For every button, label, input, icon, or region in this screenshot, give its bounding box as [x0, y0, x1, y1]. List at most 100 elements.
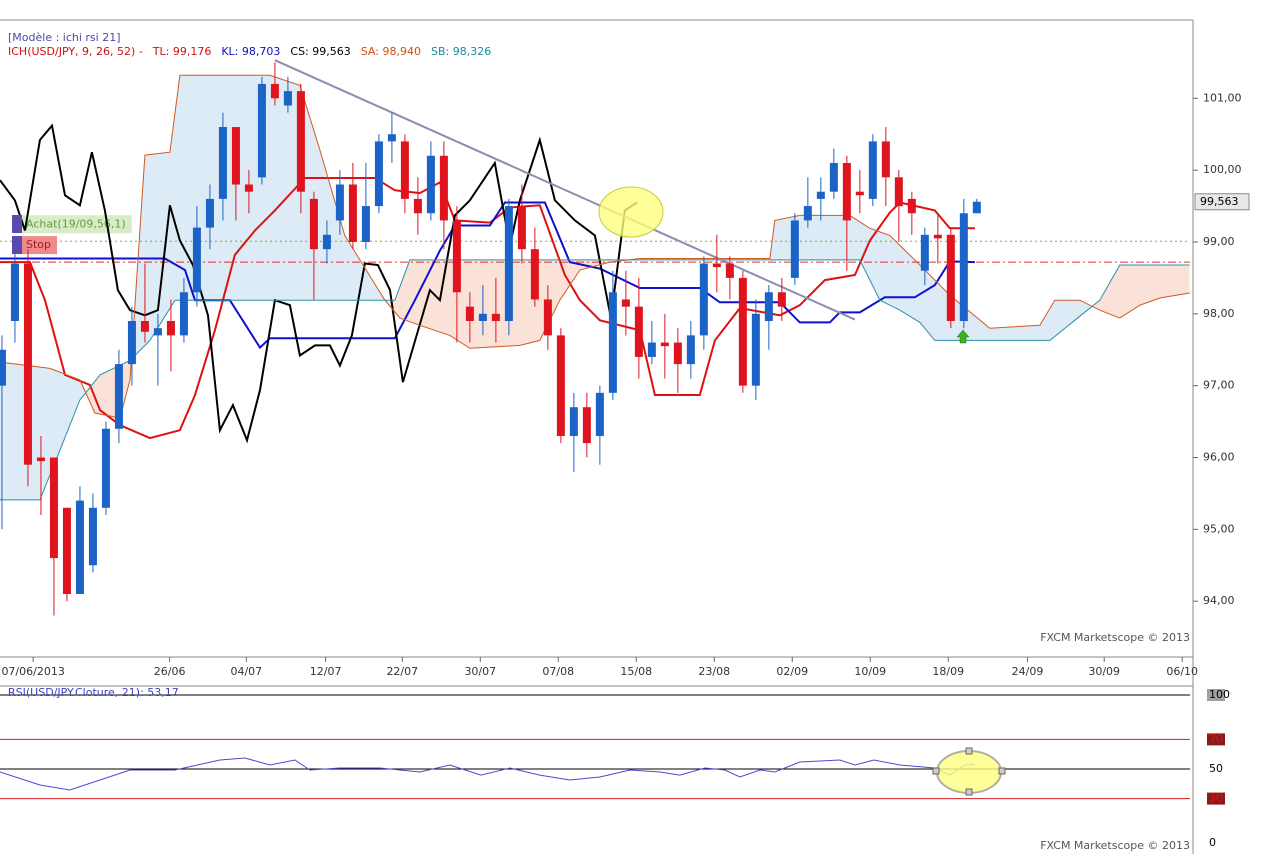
candle-body — [361, 206, 370, 242]
handle — [998, 767, 1006, 775]
candle-body — [777, 292, 786, 307]
candle-body — [764, 292, 773, 322]
candle-body — [309, 198, 318, 250]
x-tick-label: 04/07 — [230, 665, 262, 678]
candle-body — [907, 198, 916, 214]
handle — [965, 788, 973, 796]
watermark: FXCM Marketscope © 2013 — [1040, 839, 1190, 852]
candle-body — [283, 91, 292, 106]
candle-body — [816, 191, 825, 199]
indicator-label: ICH(USD/JPY, 9, 26, 52) - — [8, 45, 143, 58]
indicator-label: CS: 99,563 — [290, 45, 350, 58]
y-tick-label: 97,00 — [1203, 379, 1235, 392]
candle-body — [790, 220, 799, 278]
x-tick-label: 15/08 — [620, 665, 652, 678]
candle-body — [647, 342, 656, 357]
level-label: Stop — [26, 238, 51, 251]
candle-body — [23, 263, 32, 465]
candle-body — [803, 206, 812, 221]
x-tick-label: 30/09 — [1088, 665, 1120, 678]
candle-body — [62, 507, 71, 594]
candle-body — [660, 342, 669, 347]
candle-body — [712, 263, 721, 268]
candle-body — [400, 141, 409, 199]
x-tick-label: 07/08 — [542, 665, 574, 678]
rsi-panel — [0, 694, 1190, 800]
y-tick-label: 100 — [1209, 688, 1230, 701]
rsi-line — [0, 757, 975, 791]
indicator-label: KL: 98,703 — [221, 45, 280, 58]
y-tick-label: 99,00 — [1203, 235, 1235, 248]
candle-body — [517, 206, 526, 250]
candle-body — [75, 500, 84, 594]
candle-body — [569, 407, 578, 436]
level-box — [22, 215, 132, 234]
handle — [965, 747, 973, 755]
tick-box — [1207, 689, 1225, 701]
candle-body — [166, 321, 175, 336]
y-tick-label: 101,00 — [1203, 91, 1242, 104]
candle-body — [972, 201, 981, 214]
candle-body — [582, 407, 591, 444]
marker — [12, 215, 22, 233]
candle-body — [699, 263, 708, 336]
candle-body — [556, 335, 565, 436]
candle-body — [686, 335, 695, 365]
candle-body — [634, 306, 643, 357]
candle-body — [101, 428, 110, 508]
x-tick-label: 26/06 — [154, 665, 186, 678]
indicator-line — [0, 123, 638, 444]
price-label: 99,563 — [1200, 195, 1239, 208]
candle-body — [49, 457, 58, 559]
tick-box — [1207, 733, 1225, 746]
tick-box — [1207, 837, 1225, 849]
model-label: [Modèle : ichi rsi 21] — [8, 31, 121, 44]
candle-body — [920, 234, 929, 271]
y-tick-label: 30 — [1209, 792, 1223, 805]
trend-line — [274, 59, 856, 321]
candle-body — [543, 299, 552, 336]
highlight — [936, 750, 1002, 794]
y-tick-label: 96,00 — [1203, 451, 1235, 464]
candle-body — [0, 349, 6, 386]
tick-box — [1207, 792, 1225, 805]
candle-body — [374, 141, 383, 207]
y-tick-label: 0 — [1209, 836, 1216, 849]
x-tick-label: 30/07 — [464, 665, 496, 678]
indicator-line — [0, 201, 975, 350]
handle — [932, 767, 940, 775]
rsi-label: RSI(USD/JPY.Cloture, 21): 53,17 — [8, 686, 179, 699]
candle-body — [881, 141, 890, 178]
candle-body — [426, 155, 435, 214]
main-panel: Achat(19/09,56,1) Stop — [0, 59, 1190, 616]
candle-body — [829, 162, 838, 192]
candle-body — [322, 234, 331, 250]
candle-body — [205, 198, 214, 228]
marker — [12, 236, 22, 254]
y-tick-label: 94,00 — [1203, 594, 1235, 607]
candle-body — [725, 263, 734, 278]
candle-body — [88, 507, 97, 566]
candle-body — [504, 206, 513, 322]
candle-body — [868, 141, 877, 199]
candle-body — [413, 198, 422, 214]
candle-body — [348, 184, 357, 242]
candle-body — [153, 328, 162, 336]
candle-body — [491, 313, 500, 322]
candle-body — [244, 184, 253, 192]
candle-body — [127, 321, 136, 365]
candle-body — [751, 313, 760, 386]
buy-arrow — [956, 329, 970, 344]
candle-body — [140, 321, 149, 332]
level-label: Achat(19/09,56,1) — [26, 217, 126, 230]
candle-body — [296, 91, 305, 192]
candle-body — [465, 306, 474, 322]
candle-body — [270, 83, 279, 99]
tick-box — [1207, 763, 1225, 775]
y-tick-label: 70 — [1209, 732, 1223, 745]
candle-body — [842, 162, 851, 221]
candle-body — [114, 364, 123, 429]
candle-body — [439, 155, 448, 221]
candle-body — [10, 263, 19, 322]
